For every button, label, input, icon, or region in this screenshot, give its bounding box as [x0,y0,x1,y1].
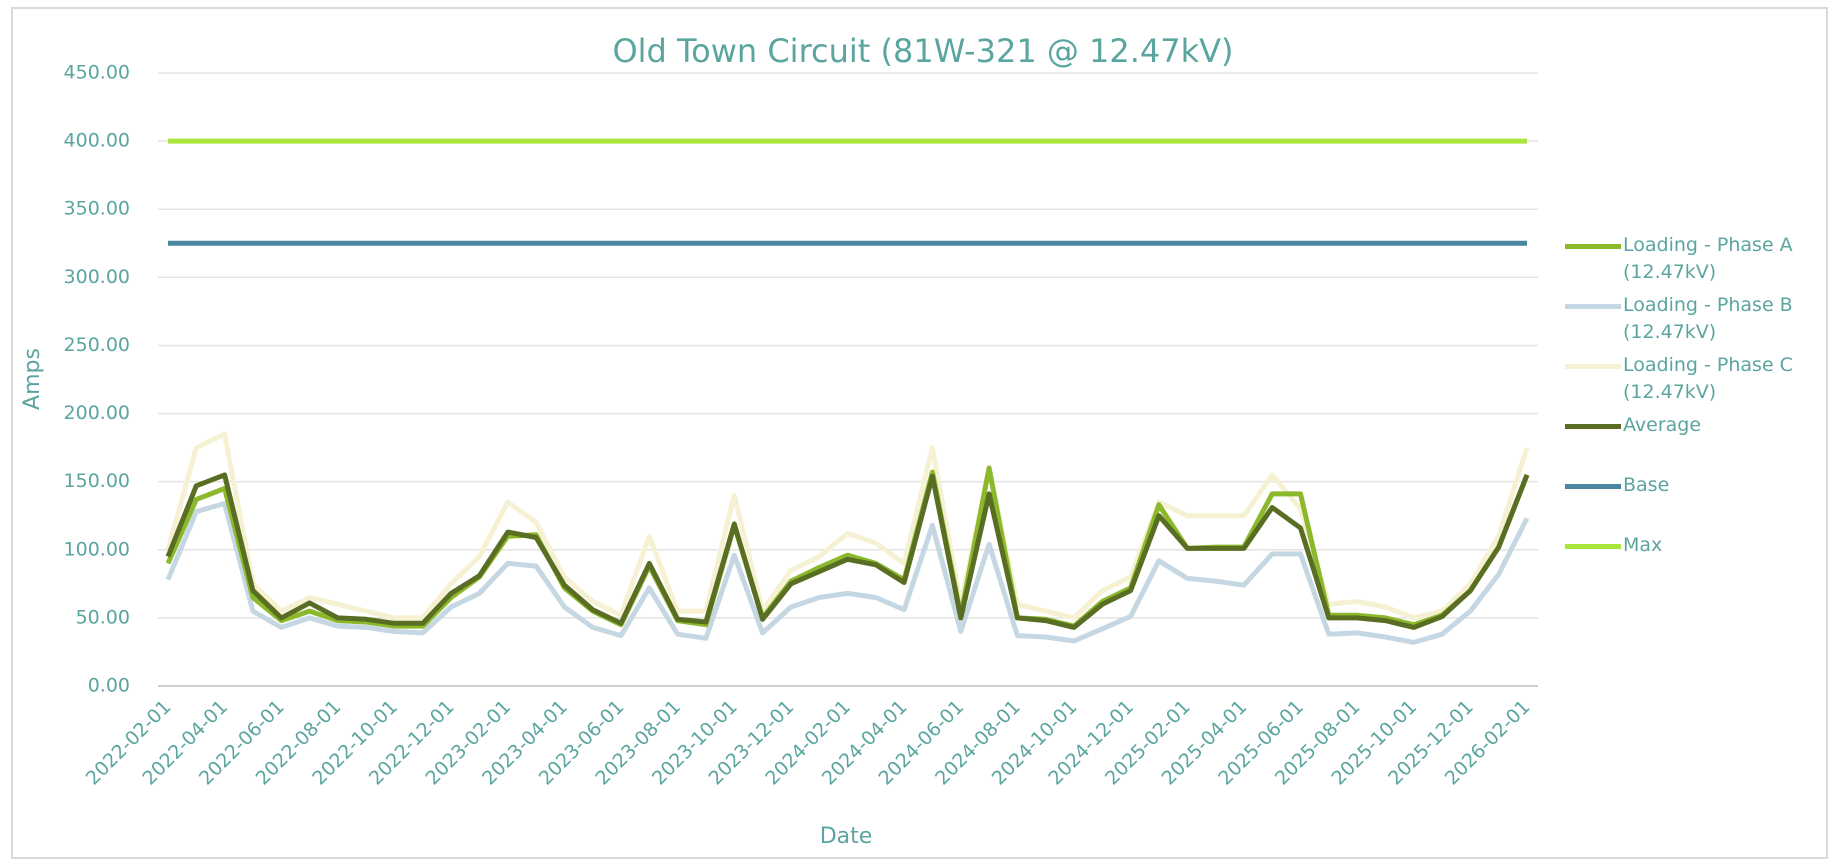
y-tick-label: 200.00 [64,402,130,424]
legend-swatch [1565,484,1621,489]
x-axis-title: Date [820,824,873,849]
y-tick-label: 0.00 [88,675,130,697]
y-tick-label: 350.00 [64,198,130,220]
series-line [165,501,1530,645]
legend-swatch [1565,244,1621,249]
y-tick-label: 150.00 [64,470,130,492]
legend-label: Average [1623,414,1702,436]
legend-swatch [1565,424,1621,429]
legend-item: Loading - Phase C (12.47kV) [1565,352,1835,412]
legend-label: Max [1623,534,1663,556]
y-tick-label: 300.00 [64,266,130,288]
legend-item: Max [1565,532,1835,592]
legend-item: Loading - Phase A (12.47kV) [1565,232,1835,292]
legend-item: Loading - Phase B (12.47kV) [1565,292,1835,352]
series-line [165,472,1530,630]
y-tick-label: 450.00 [64,62,130,84]
y-tick-label: 100.00 [64,538,130,560]
legend-item: Average [1565,412,1835,472]
series-line [165,465,1530,629]
legend-label: Loading - Phase B (12.47kV) [1623,294,1793,343]
series-line [165,431,1530,621]
legend-label: Base [1623,474,1670,496]
y-axis-title: Amps [20,348,45,410]
legend-swatch [1565,364,1621,369]
legend-swatch [1565,544,1621,549]
legend-item: Base [1565,472,1835,532]
legend-label: Loading - Phase A (12.47kV) [1623,234,1793,283]
chart-frame [11,7,1828,859]
y-tick-label: 50.00 [76,606,130,628]
legend: Loading - Phase A (12.47kV) Loading - Pha… [1565,232,1835,592]
y-tick-label: 250.00 [64,334,130,356]
legend-swatch [1565,304,1621,309]
legend-label: Loading - Phase C (12.47kV) [1623,354,1793,403]
y-tick-label: 400.00 [64,130,130,152]
chart-title: Old Town Circuit (81W-321 @ 12.47kV) [612,32,1233,70]
